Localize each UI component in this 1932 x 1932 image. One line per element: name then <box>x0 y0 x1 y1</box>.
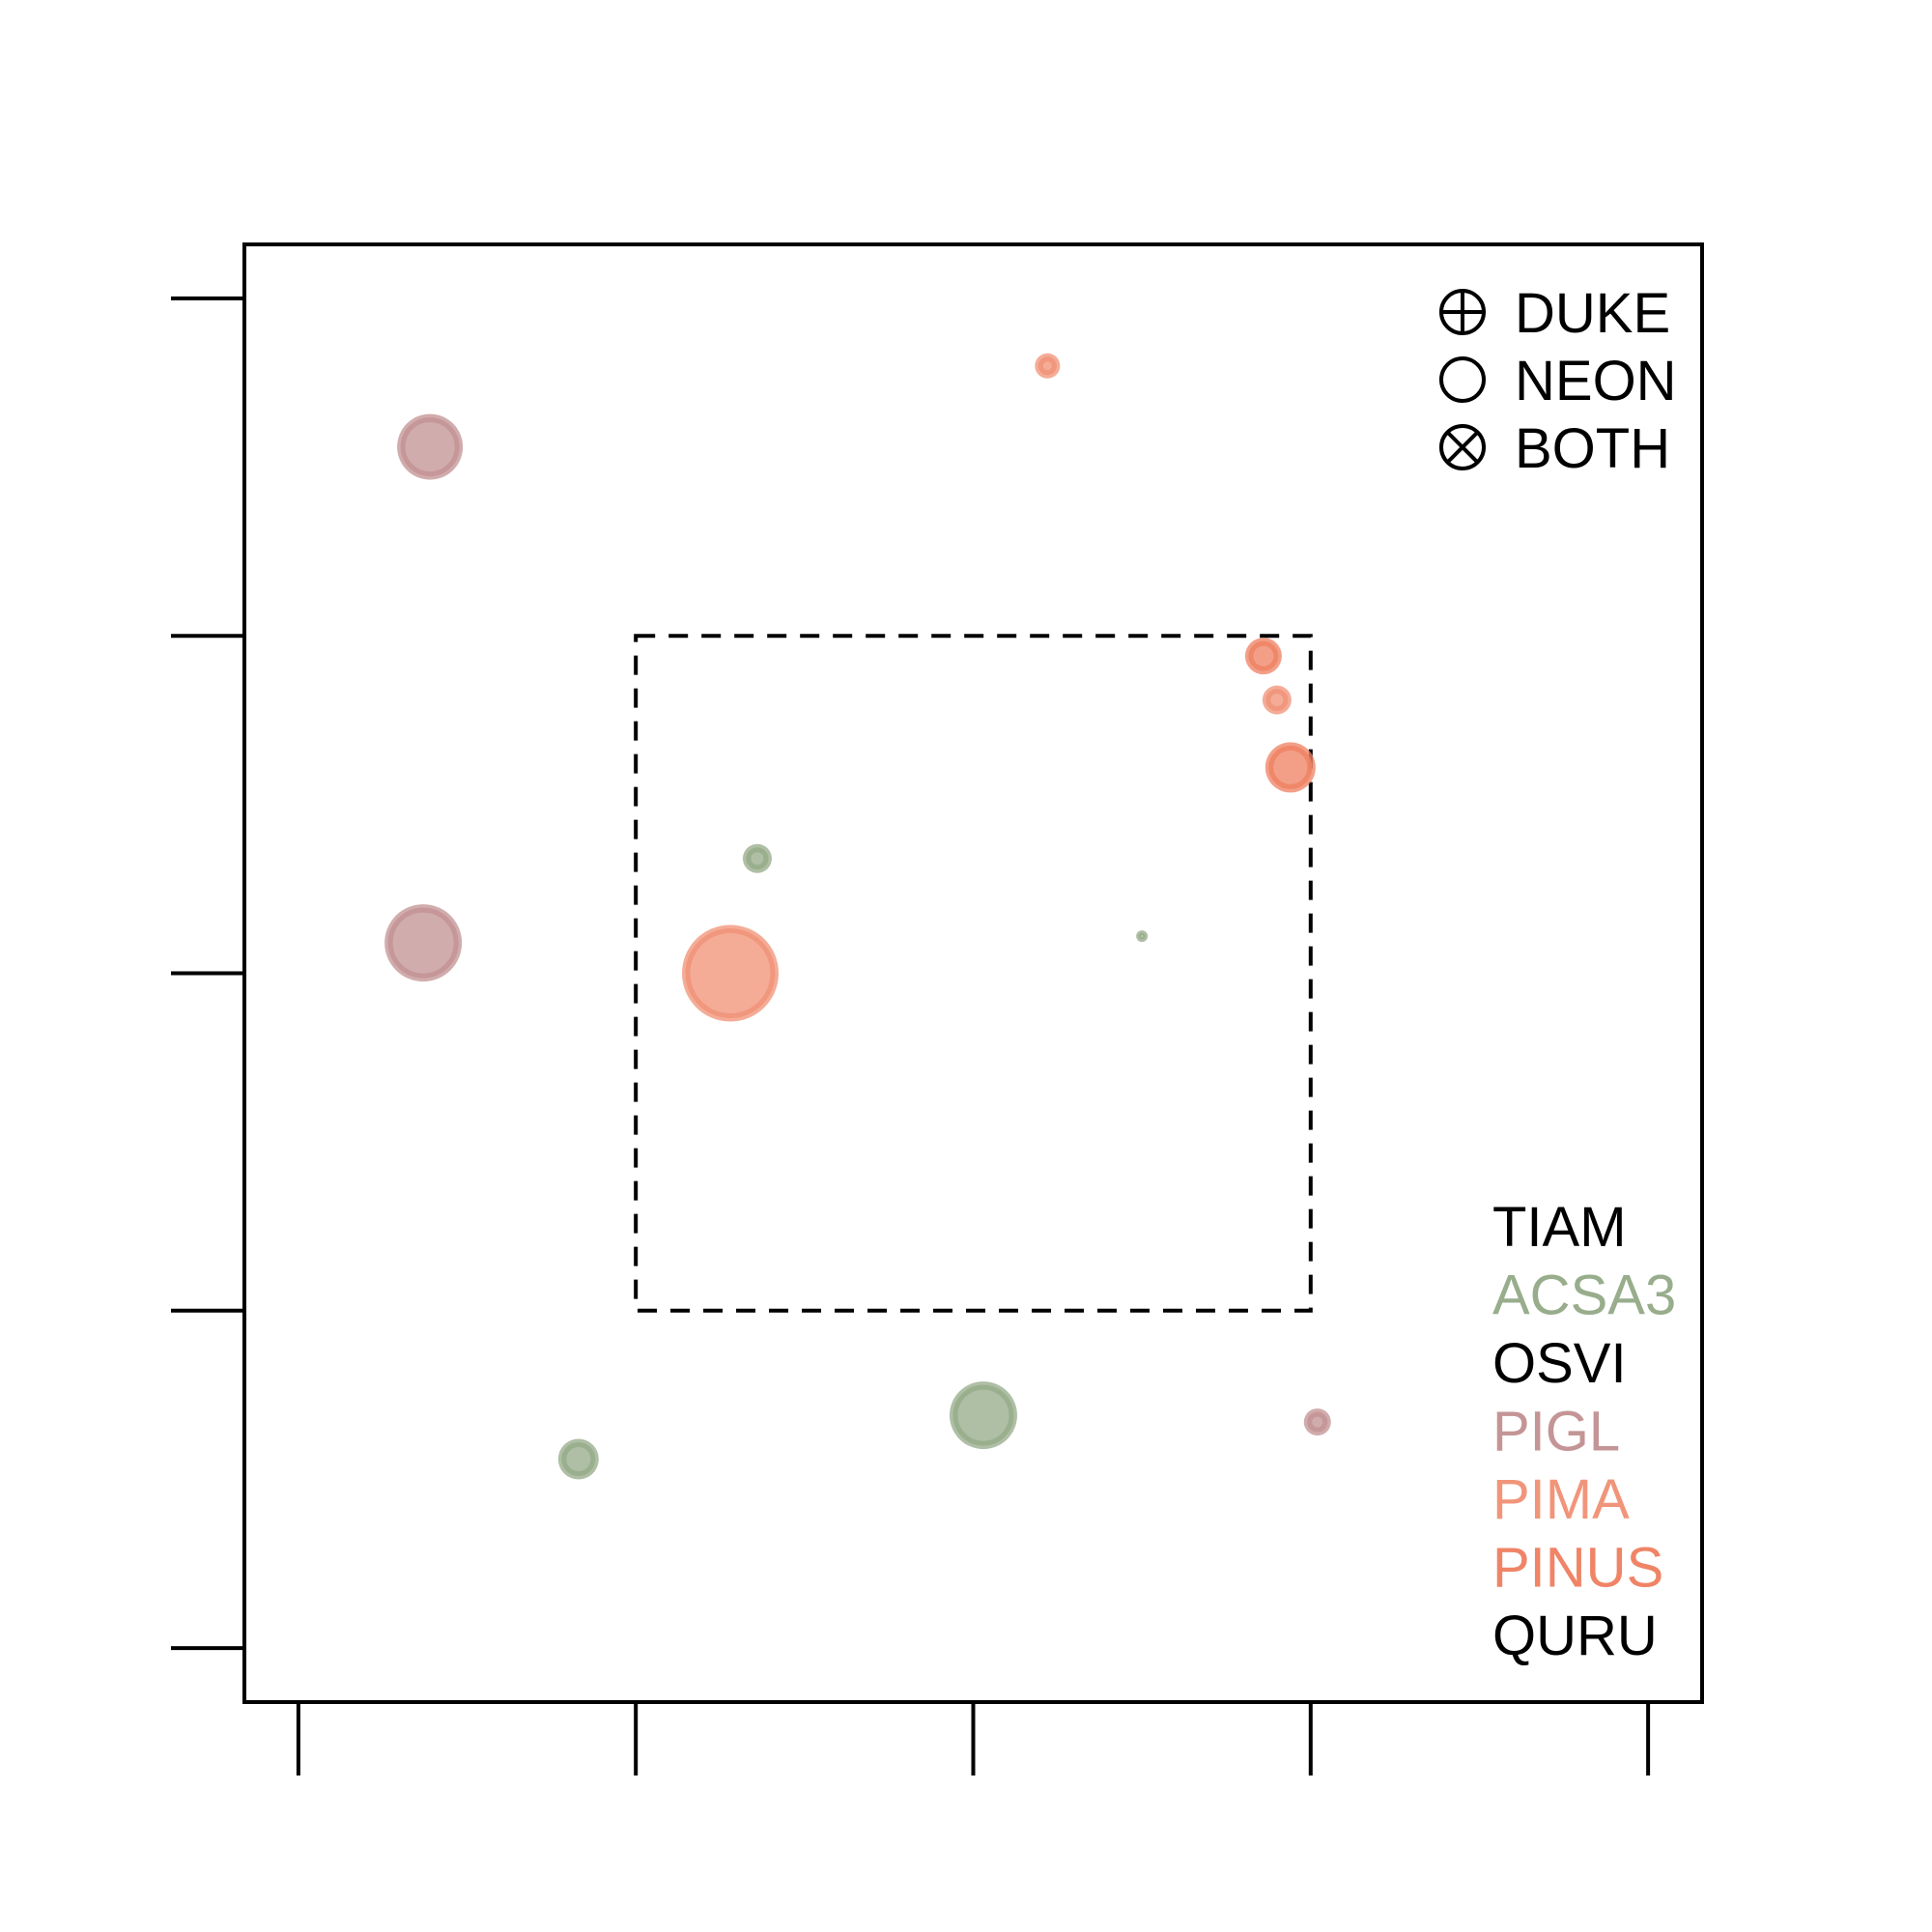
point-ring <box>400 417 460 477</box>
point-ring <box>1037 356 1057 376</box>
point-fill <box>682 924 779 1022</box>
point-pigl-2 <box>1303 1408 1331 1436</box>
point-ring <box>1307 1411 1328 1433</box>
shape-legend-label-both: BOTH <box>1515 417 1670 480</box>
species-legend-item-tiam: TIAM <box>1492 1196 1627 1259</box>
point-pigl-1 <box>384 904 463 982</box>
point-pinus-7 <box>1264 742 1316 793</box>
point-ring <box>685 928 776 1018</box>
point-acsa3-10 <box>557 1438 599 1480</box>
point-ring <box>952 1384 1014 1446</box>
shape-legend: DUKE NEON BOTH <box>1439 282 1677 480</box>
point-pima-4 <box>682 924 779 1022</box>
point-fill <box>949 1381 1017 1450</box>
both-icon <box>1439 424 1486 470</box>
species-legend-item-osvi: OSVI <box>1492 1332 1627 1395</box>
shape-legend-label-neon: NEON <box>1515 350 1677 412</box>
neon-icon <box>1439 356 1486 403</box>
point-pinus-6 <box>1244 638 1282 675</box>
species-legend-item-quru: QURU <box>1492 1605 1658 1667</box>
species-legend-item-pinus: PINUS <box>1492 1537 1663 1600</box>
point-acsa3-9 <box>1136 930 1149 943</box>
point-ring <box>1265 689 1289 712</box>
species-legend-item-acsa3: ACSA3 <box>1492 1264 1676 1327</box>
point-acsa3-8 <box>742 843 772 873</box>
species-legend-item-pima: PIMA <box>1492 1468 1630 1531</box>
point-ring <box>387 907 459 979</box>
plot-frame <box>242 242 1704 1704</box>
point-fill <box>397 413 464 480</box>
highlight-box <box>634 634 1313 1313</box>
point-fill <box>384 904 463 982</box>
point-ring <box>1138 932 1146 940</box>
point-pima-5 <box>1262 685 1292 715</box>
shape-legend-label-duke: DUKE <box>1515 282 1670 345</box>
point-ring <box>746 847 769 870</box>
point-ring <box>1268 745 1313 789</box>
species-legend-item-pigl: PIGL <box>1492 1401 1620 1463</box>
point-acsa3-11 <box>949 1381 1017 1450</box>
point-pigl-0 <box>397 413 464 480</box>
point-fill <box>1136 930 1149 943</box>
duke-icon <box>1439 289 1486 335</box>
point-ring <box>1248 640 1279 671</box>
point-ring <box>561 1442 596 1476</box>
point-pima-3 <box>1035 353 1061 379</box>
